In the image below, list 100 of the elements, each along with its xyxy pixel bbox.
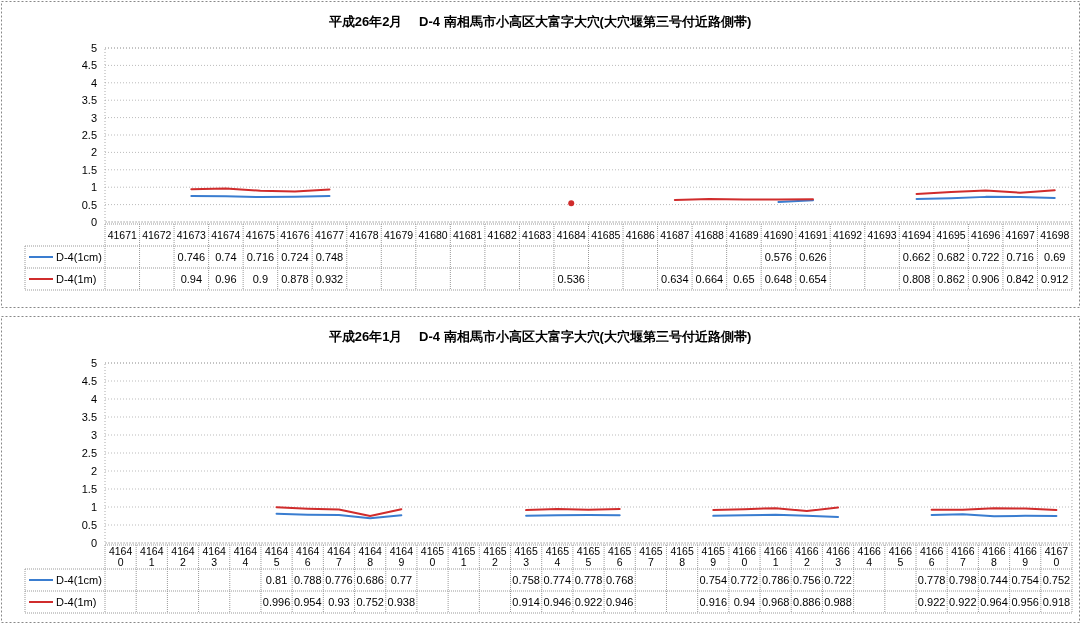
y-tick-label: 3: [90, 111, 97, 124]
x-tick-label: 41654: [545, 545, 570, 568]
data-label: 0.626: [799, 251, 827, 263]
y-tick-label: 4: [90, 76, 97, 89]
data-label: 0.922: [949, 596, 977, 608]
y-tick-label: 3.5: [81, 411, 97, 423]
x-tick-label: 41666: [919, 545, 944, 568]
data-label: 0.808: [902, 273, 931, 285]
x-tick-label: 41694: [901, 229, 932, 241]
x-tick-label: 41668: [982, 545, 1006, 568]
x-tick-label: 41672: [142, 229, 172, 241]
data-label: 0.77: [390, 574, 413, 586]
data-label: 0.906: [971, 273, 1000, 285]
data-label: 0.716: [1006, 251, 1034, 263]
x-tick-label: 41688: [694, 229, 725, 241]
y-tick-label: 1: [90, 501, 97, 513]
x-tick-label: 41692: [832, 229, 863, 241]
data-label: 0.756: [793, 574, 821, 586]
data-label: 0.788: [293, 574, 322, 586]
x-tick-label: 41676: [280, 229, 310, 241]
x-tick-label: 41680: [418, 229, 448, 241]
x-tick-label: 41641: [140, 545, 164, 568]
x-tick-label: 41640: [108, 545, 133, 568]
data-label: 0.96: [215, 273, 237, 285]
x-tick-label: 41682: [487, 229, 517, 241]
x-tick-label: 41656: [608, 545, 632, 568]
data-label: 0.536: [557, 273, 585, 285]
y-tick-label: 4: [90, 393, 97, 405]
data-label: 0.938: [387, 596, 416, 608]
data-label: 0.946: [543, 596, 572, 608]
x-tick-label: 41698: [1040, 229, 1070, 241]
y-tick-label: 0.5: [81, 519, 97, 531]
y-tick-label: 2.5: [81, 447, 97, 459]
data-label: 0.778: [917, 574, 946, 586]
data-label: 0.724: [281, 251, 309, 263]
chart-title: 平成26年1月 D-4 南相馬市小高区大富字大穴(大穴堰第三号付近路側帯): [327, 329, 752, 344]
data-label: 0.69: [1044, 251, 1066, 263]
data-label: 0.968: [761, 596, 790, 608]
data-label: 0.918: [1042, 596, 1071, 608]
data-label: 0.996: [262, 596, 291, 608]
x-tick-label: 41695: [936, 229, 966, 241]
x-tick-label: 41696: [971, 229, 1001, 241]
x-tick-label: 41685: [591, 229, 621, 241]
x-tick-label: 41643: [202, 545, 227, 568]
data-label: 0.752: [1042, 574, 1071, 586]
data-label: 0.758: [512, 574, 540, 586]
legend-label: D-4(1cm): [56, 574, 102, 586]
data-label: 0.922: [574, 596, 603, 608]
data-label: 0.648: [764, 273, 793, 285]
x-tick-label: 41650: [420, 545, 445, 568]
data-label: 0.94: [180, 273, 203, 285]
data-label: 0.654: [799, 273, 827, 285]
data-label: 0.74: [215, 251, 237, 263]
x-tick-label: 41683: [522, 229, 552, 241]
data-label: 0.664: [695, 273, 724, 285]
x-tick-label: 41677: [314, 229, 345, 241]
data-label: 0.886: [793, 596, 821, 608]
x-tick-label: 41661: [763, 545, 788, 568]
x-tick-label: 41645: [264, 545, 289, 568]
x-tick-label: 41652: [483, 545, 507, 568]
x-tick-label: 41653: [514, 545, 538, 568]
y-tick-label: 5: [90, 42, 97, 54]
y-tick-label: 1.5: [81, 483, 97, 495]
data-label: 0.862: [937, 273, 965, 285]
data-label: 0.716: [246, 251, 275, 263]
y-tick-label: 4.5: [81, 59, 97, 72]
data-label: 0.634: [661, 273, 689, 285]
data-label: 0.954: [293, 596, 322, 608]
x-tick-label: 41671: [107, 229, 138, 241]
x-tick-label: 41664: [857, 545, 882, 568]
x-tick-label: 41678: [349, 229, 379, 241]
x-tick-label: 41655: [576, 545, 601, 568]
data-label: 0.754: [699, 574, 728, 586]
legend-label: D-4(1cm): [56, 251, 102, 263]
data-label: 0.772: [730, 574, 759, 586]
x-tick-label: 41684: [556, 229, 586, 241]
data-label: 0.746: [177, 251, 206, 263]
data-label: 0.752: [356, 596, 384, 608]
x-tick-label: 41691: [798, 229, 828, 241]
data-label: 0.922: [917, 596, 946, 608]
x-tick-label: 41669: [1013, 545, 1038, 568]
y-tick-label: 0: [90, 216, 97, 228]
data-label: 0.94: [733, 596, 756, 608]
x-tick-label: 41665: [888, 545, 913, 568]
x-tick-label: 41681: [453, 229, 483, 241]
data-label: 0.576: [764, 251, 793, 263]
x-tick-label: 41690: [763, 229, 794, 241]
data-label: 0.722: [824, 574, 852, 586]
x-tick-label: 41646: [296, 545, 320, 568]
data-label: 0.662: [902, 251, 931, 263]
data-label: 0.768: [605, 574, 634, 586]
legend-label: D-4(1m): [56, 596, 97, 608]
data-label: 0.912: [1040, 273, 1069, 285]
x-tick-label: 41693: [867, 229, 897, 241]
y-tick-label: 2.5: [81, 129, 97, 141]
y-tick-label: 0: [90, 537, 97, 549]
data-label: 0.778: [574, 574, 603, 586]
y-tick-label: 1.5: [81, 163, 97, 176]
y-tick-label: 4.5: [81, 375, 97, 387]
y-tick-label: 3: [90, 429, 97, 441]
